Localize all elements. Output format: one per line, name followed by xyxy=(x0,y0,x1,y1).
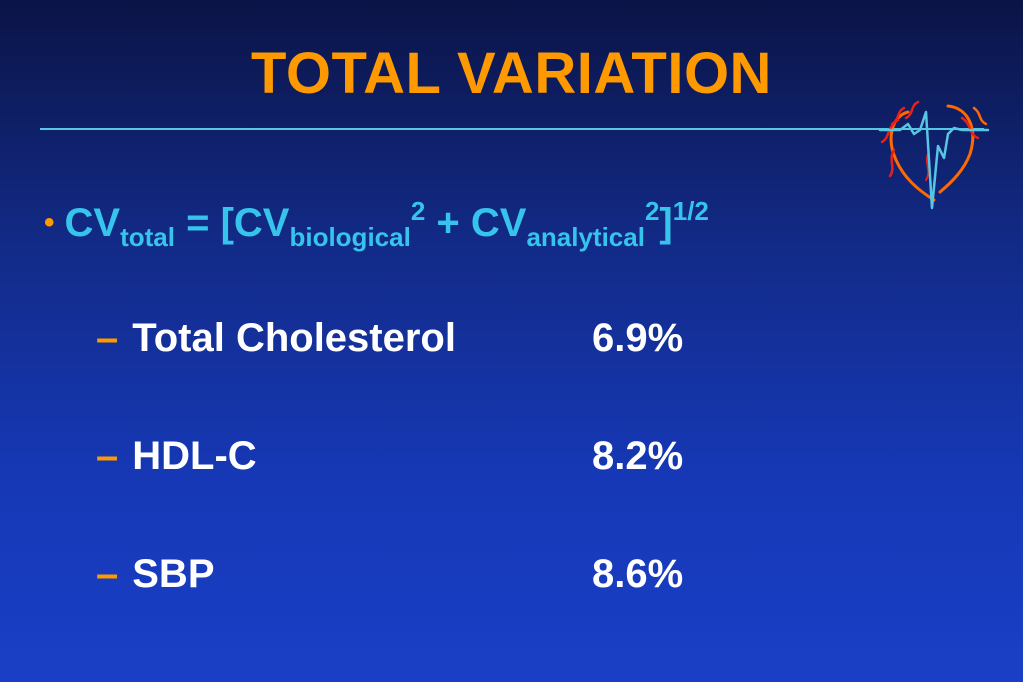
formula-close-bracket: ] xyxy=(659,201,673,245)
formula-superscript-2: 2 xyxy=(644,196,660,226)
bullet-dot: • xyxy=(44,206,55,239)
list-dash: – xyxy=(96,552,119,596)
formula-superscript-1: 2 xyxy=(410,196,426,226)
list-item: – Total Cholesterol 6.9% xyxy=(96,316,683,361)
formula-equals-cv: = [CV xyxy=(174,201,290,245)
item-label: Total Cholesterol xyxy=(132,316,456,360)
formula-subscript-biological: biological xyxy=(289,222,411,252)
formula-superscript-half: 1/2 xyxy=(672,196,709,226)
formula-plus-cv: + CV xyxy=(425,201,527,245)
slide-title: TOTAL VARIATION xyxy=(251,41,772,106)
list-dash: – xyxy=(96,434,119,478)
title-divider xyxy=(40,128,984,130)
ecg-heart-logo-icon xyxy=(878,100,990,210)
item-value: 6.9% xyxy=(592,316,684,360)
cv-formula: • CVtotal = [CVbiological2 + CVanalytical… xyxy=(44,196,709,253)
item-label: HDL-C xyxy=(132,434,257,478)
list-item: – HDL-C 8.2% xyxy=(96,434,683,479)
formula-cv: CV xyxy=(64,201,121,245)
formula-subscript-analytical: analytical xyxy=(526,222,645,252)
formula-subscript-total: total xyxy=(120,222,175,252)
list-dash: – xyxy=(96,316,119,360)
list-item: – SBP 8.6% xyxy=(96,552,683,597)
item-label: SBP xyxy=(132,552,215,596)
item-value: 8.2% xyxy=(592,434,684,478)
item-value: 8.6% xyxy=(592,552,684,596)
